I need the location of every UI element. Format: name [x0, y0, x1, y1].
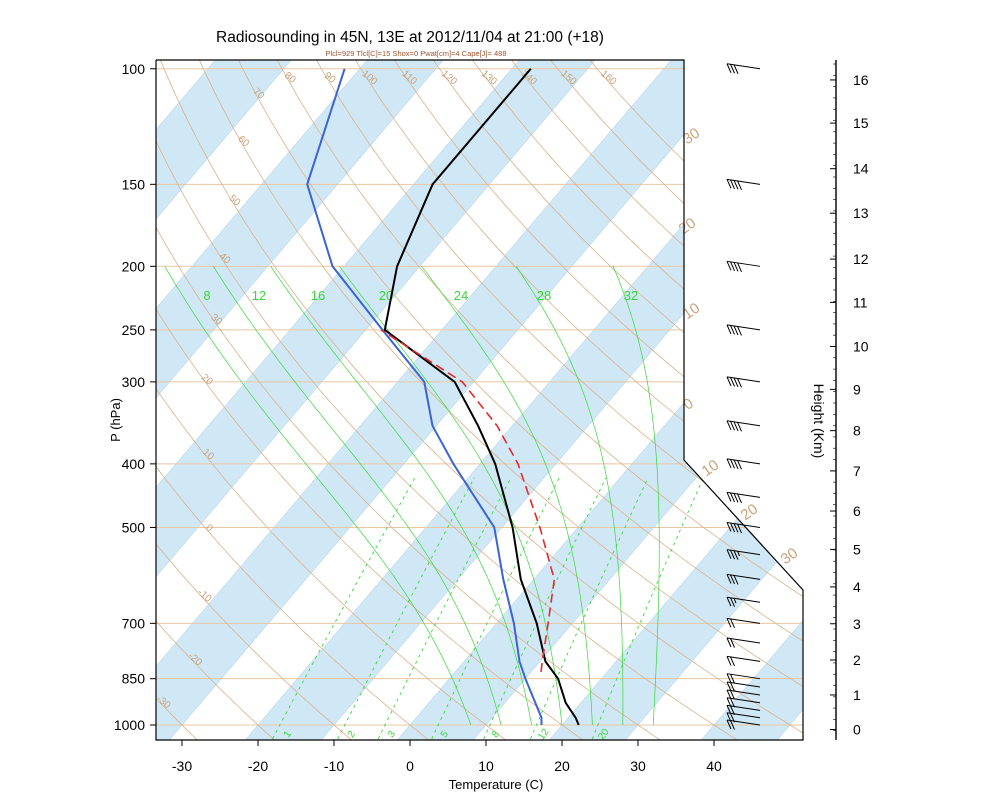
moist-adiabat-label: 28 [537, 288, 551, 303]
pressure-tick-label: 400 [122, 456, 146, 472]
temperature-tick-label: 0 [406, 758, 414, 774]
moist-adiabat-label: 32 [624, 288, 638, 303]
isotherm-label: 30 [778, 545, 801, 568]
height-tick-label: 7 [853, 463, 861, 479]
mixing-ratio-label: 2 [346, 729, 358, 740]
chart-title: Radiosounding in 45N, 13E at 2012/11/04 … [216, 29, 604, 46]
moist-adiabat-label: 24 [454, 288, 468, 303]
pressure-tick-label: 250 [122, 322, 146, 338]
wind-barb [727, 492, 760, 503]
dry-adiabat-label: 90 [322, 70, 338, 86]
height-tick-label: 0 [853, 722, 861, 738]
temperature-tick-label: 30 [630, 758, 646, 774]
height-tick-label: 10 [853, 339, 869, 355]
wind-barb [727, 179, 760, 190]
temperature-tick-label: -20 [248, 758, 268, 774]
isotherm-band [0, 39, 157, 753]
temperature-tick-label: 20 [554, 758, 570, 774]
height-tick-label: 3 [853, 616, 861, 632]
dry-adiabat-label: 120 [439, 68, 459, 87]
isotherm-bands [0, 39, 1000, 753]
moist-adiabat-label: 8 [203, 288, 210, 303]
temperature-tick-label: 10 [478, 758, 494, 774]
dry-adiabat-label: 50 [227, 193, 243, 209]
pressure-tick-label: 300 [122, 374, 146, 390]
height-tick-label: 5 [853, 541, 861, 557]
wind-barb [727, 638, 760, 648]
height-tick-label: 13 [853, 205, 869, 221]
mixing-ratio-label: 8 [490, 729, 502, 740]
wind-barb [727, 377, 760, 388]
temperature-tick-label: 40 [706, 758, 722, 774]
height-tick-label: 4 [853, 579, 861, 595]
wind-barb [727, 325, 760, 336]
wind-barb [727, 656, 760, 666]
y-axis-label: P (hPa) [108, 398, 123, 442]
dry-adiabat-label: 160 [598, 68, 618, 87]
height-tick-label: 2 [853, 652, 861, 668]
pressure-tick-label: 150 [122, 176, 146, 192]
pressure-tick-label: 200 [122, 258, 146, 274]
wind-barb [727, 421, 760, 432]
pressure-tick-label: 500 [122, 519, 146, 535]
wind-barb [727, 261, 760, 272]
height-axis-label: Height (Km) [811, 384, 827, 459]
pressure-tick-label: 100 [122, 61, 146, 77]
height-tick-label: 14 [853, 161, 869, 177]
height-tick-label: 1 [853, 687, 861, 703]
wind-barb [727, 64, 760, 74]
chart-subtitle: Plcl=929 Tlcl[C]=15 Shox=0 Pwat[cm]=4 Ca… [325, 49, 506, 58]
moist-adiabat-label: 16 [311, 288, 325, 303]
temperature-tick-label: -30 [172, 758, 192, 774]
mixing-ratio-label: 3 [386, 729, 398, 740]
x-axis-label: Temperature (C) [449, 777, 544, 792]
temperature-tick-label: -10 [324, 758, 344, 774]
height-tick-label: 16 [853, 72, 869, 88]
isotherm-label: 20 [738, 501, 761, 524]
pressure-tick-label: 1000 [114, 717, 145, 733]
height-tick-label: 9 [853, 381, 861, 397]
isotherm-band [691, 39, 1000, 753]
wind-barb [727, 459, 760, 470]
height-tick-label: 15 [853, 115, 869, 131]
height-tick-label: 12 [853, 251, 869, 267]
skewt-chart: -30-20-100102030405060708090100110120130… [0, 0, 1000, 800]
height-tick-label: 11 [853, 294, 868, 310]
moist-adiabat-label: 12 [252, 288, 266, 303]
height-tick-label: 6 [853, 503, 861, 519]
wind-barbs [727, 64, 760, 730]
dry-adiabat-label: 130 [479, 68, 499, 87]
height-tick-label: 8 [853, 423, 861, 439]
skewt-figure: -30-20-100102030405060708090100110120130… [0, 0, 1000, 800]
pressure-tick-label: 700 [122, 615, 146, 631]
pressure-tick-label: 850 [122, 671, 146, 687]
dry-adiabat-label: 20 [199, 372, 215, 388]
isotherm-label: 10 [699, 457, 722, 480]
